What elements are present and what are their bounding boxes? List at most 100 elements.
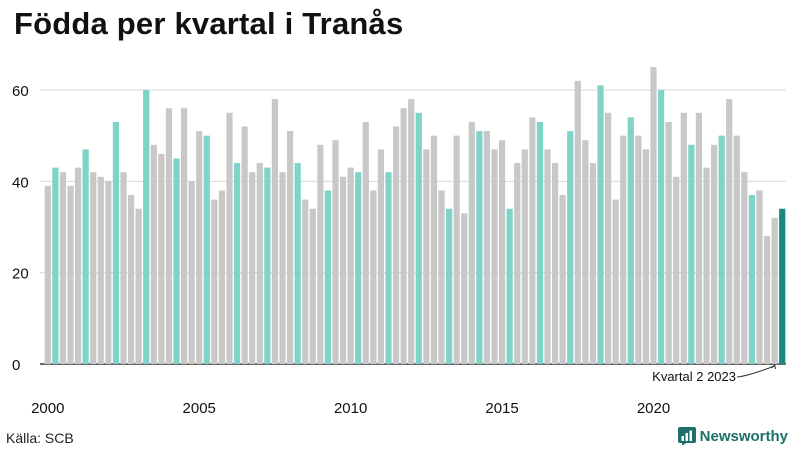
bar — [97, 176, 104, 364]
y-axis-ticks: 0 20 40 60 — [12, 83, 29, 374]
bar — [521, 149, 528, 364]
bar — [279, 172, 286, 364]
bar — [59, 172, 67, 364]
bar — [211, 199, 218, 364]
bar — [657, 89, 665, 364]
bar — [597, 85, 604, 365]
bar — [710, 144, 718, 364]
bar — [461, 213, 468, 364]
y-tick-label: 60 — [12, 83, 29, 100]
bar — [271, 99, 279, 364]
bar — [468, 121, 475, 364]
bar — [188, 181, 195, 364]
x-tick-label: 2005 — [183, 400, 216, 417]
x-tick-label: 2010 — [334, 400, 367, 417]
bar — [536, 121, 544, 364]
bar — [741, 172, 748, 364]
bar — [688, 144, 695, 364]
bar — [127, 195, 135, 364]
brand-logo: Newsworthy — [677, 427, 788, 445]
bar — [476, 131, 483, 364]
bar — [771, 217, 778, 364]
bar — [604, 112, 612, 364]
bar — [82, 149, 89, 364]
bar — [165, 108, 173, 365]
bar — [748, 195, 756, 364]
bars — [44, 67, 786, 365]
bar — [44, 185, 51, 364]
x-tick-label: 2015 — [485, 400, 518, 417]
brand-name: Newsworthy — [699, 427, 788, 445]
bar — [612, 199, 619, 364]
bar — [680, 112, 687, 364]
bar — [203, 135, 210, 364]
bar — [120, 172, 127, 364]
bar — [74, 167, 82, 364]
bar — [582, 140, 589, 364]
bar — [385, 172, 392, 364]
bar — [529, 117, 536, 365]
bar — [355, 172, 362, 364]
bar — [400, 108, 407, 365]
bar — [158, 153, 165, 364]
bar — [180, 108, 188, 365]
bar — [567, 131, 574, 364]
bar — [332, 140, 339, 364]
bar — [67, 185, 74, 364]
bar — [650, 67, 657, 364]
bar — [226, 112, 233, 364]
bar — [143, 89, 150, 364]
bar — [726, 99, 733, 364]
bar — [514, 163, 521, 364]
bar — [377, 149, 385, 364]
bar — [423, 149, 430, 364]
x-axis-ticks: 2000 2005 2010 2015 2020 — [31, 400, 670, 417]
bar — [589, 163, 597, 364]
latest-annotation: Kvartal 2 2023 — [652, 369, 736, 384]
bar — [135, 208, 142, 364]
bar — [491, 149, 498, 364]
bar — [665, 121, 672, 364]
bar — [392, 126, 400, 364]
annotation-arrowhead — [771, 364, 777, 370]
bar — [506, 208, 513, 364]
bar — [673, 176, 680, 364]
bar — [551, 163, 559, 364]
bar — [241, 126, 248, 364]
bar — [233, 163, 241, 364]
bar — [302, 199, 309, 364]
bar — [620, 135, 627, 364]
bar — [112, 121, 120, 364]
bar — [718, 135, 725, 364]
bar — [347, 167, 354, 364]
x-tick-label: 2000 — [31, 400, 64, 417]
bar — [430, 135, 438, 364]
bar — [52, 167, 59, 364]
bar — [695, 112, 703, 364]
chart-title: Födda per kvartal i Tranås — [14, 6, 404, 41]
newsworthy-logo-icon — [677, 427, 696, 445]
bar — [370, 190, 377, 364]
bar — [105, 181, 112, 364]
bar — [498, 140, 506, 364]
bar — [362, 121, 369, 364]
bar — [249, 172, 256, 364]
bar — [324, 190, 332, 364]
bar — [733, 135, 740, 364]
bar — [627, 117, 634, 365]
bar — [196, 131, 203, 364]
annotation-group: Kvartal 2 2023 — [652, 364, 777, 384]
bar — [559, 195, 566, 364]
x-tick-label: 2020 — [637, 400, 670, 417]
bar — [309, 208, 316, 364]
bar — [779, 208, 786, 364]
bar — [756, 190, 763, 364]
bar — [408, 99, 415, 364]
bar — [703, 167, 710, 364]
y-tick-label: 20 — [12, 266, 29, 283]
bar — [317, 144, 324, 364]
bar — [286, 131, 294, 364]
bar — [763, 236, 771, 364]
bar — [173, 158, 180, 364]
